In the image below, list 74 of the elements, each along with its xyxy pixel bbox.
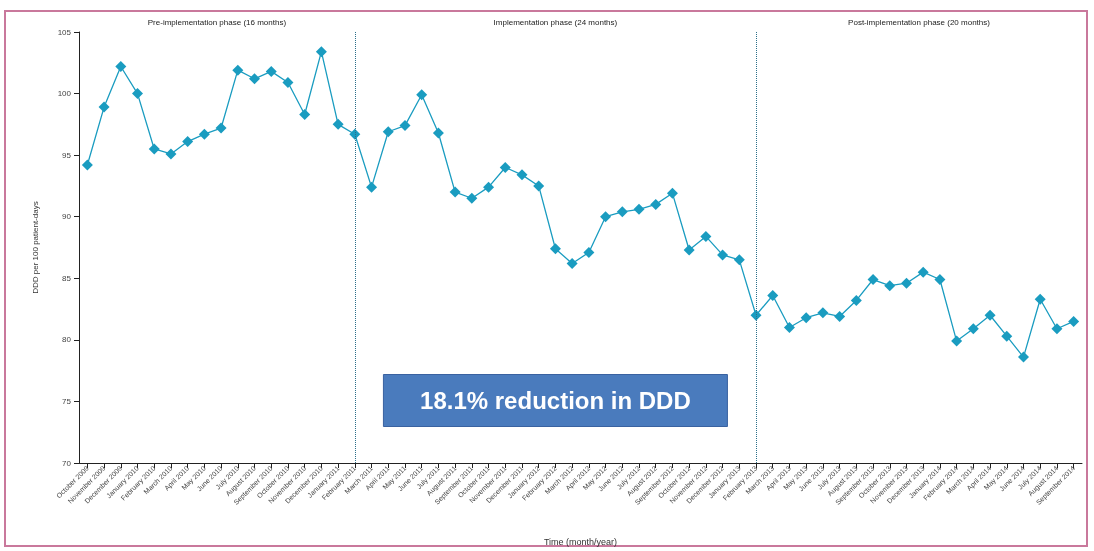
point xyxy=(1051,323,1063,335)
point xyxy=(600,211,612,223)
point xyxy=(984,309,996,321)
text: Implementation phase (24 months) xyxy=(493,17,618,27)
point xyxy=(767,290,779,302)
point xyxy=(934,274,946,286)
y-tick-label: 90 xyxy=(62,212,72,222)
point xyxy=(382,126,394,138)
x-axis-title: Time (month/year) xyxy=(543,536,618,547)
point xyxy=(399,120,411,132)
point xyxy=(850,294,862,306)
y-tick-label: 95 xyxy=(62,150,72,160)
point xyxy=(115,60,127,72)
point xyxy=(666,187,678,199)
y-tick-label: 100 xyxy=(57,89,72,99)
point xyxy=(416,89,428,101)
point xyxy=(884,280,896,292)
point xyxy=(867,274,879,286)
text: Post-implementation phase (20 months) xyxy=(848,17,991,27)
point xyxy=(182,136,194,148)
point xyxy=(1034,293,1046,305)
point xyxy=(232,64,244,76)
point xyxy=(349,128,361,140)
point xyxy=(549,243,561,255)
point xyxy=(198,128,210,140)
point xyxy=(533,180,545,192)
point xyxy=(834,310,846,322)
point xyxy=(148,143,160,155)
point xyxy=(499,161,511,173)
y-tick-label: 105 xyxy=(57,27,72,37)
point xyxy=(516,169,528,181)
point xyxy=(1017,351,1029,363)
point xyxy=(483,181,495,193)
point xyxy=(783,322,795,334)
point xyxy=(733,254,745,266)
point xyxy=(800,312,812,324)
point xyxy=(81,159,93,171)
point xyxy=(583,246,595,258)
point xyxy=(98,101,110,113)
point xyxy=(466,192,478,204)
point xyxy=(165,148,177,160)
point xyxy=(700,230,712,242)
y-tick-label: 75 xyxy=(62,396,72,406)
point xyxy=(633,203,645,215)
point xyxy=(265,65,277,77)
point xyxy=(132,88,144,100)
point xyxy=(917,266,929,278)
point xyxy=(683,244,695,256)
point xyxy=(566,258,578,270)
point xyxy=(366,181,378,193)
annotation: 18.1% reduction in DDD xyxy=(420,387,691,415)
point xyxy=(717,249,729,261)
point xyxy=(249,73,261,85)
point xyxy=(951,335,963,347)
point xyxy=(315,46,327,58)
y-axis-title: DDD per 100 patient-days xyxy=(30,201,40,294)
point xyxy=(817,307,829,319)
y-tick-label: 80 xyxy=(62,335,72,345)
point xyxy=(299,109,311,121)
point xyxy=(1001,330,1013,342)
point xyxy=(432,127,444,139)
point xyxy=(650,198,662,210)
y-tick-label: 70 xyxy=(62,458,72,468)
point xyxy=(616,206,628,218)
point xyxy=(332,118,344,130)
y-tick-label: 85 xyxy=(62,273,72,283)
point xyxy=(967,323,979,335)
text: Pre-implementation phase (16 months) xyxy=(147,17,287,27)
point xyxy=(282,76,294,88)
point xyxy=(750,309,762,321)
point xyxy=(1068,315,1080,327)
point xyxy=(900,277,912,289)
point xyxy=(449,186,461,198)
point xyxy=(215,122,227,134)
